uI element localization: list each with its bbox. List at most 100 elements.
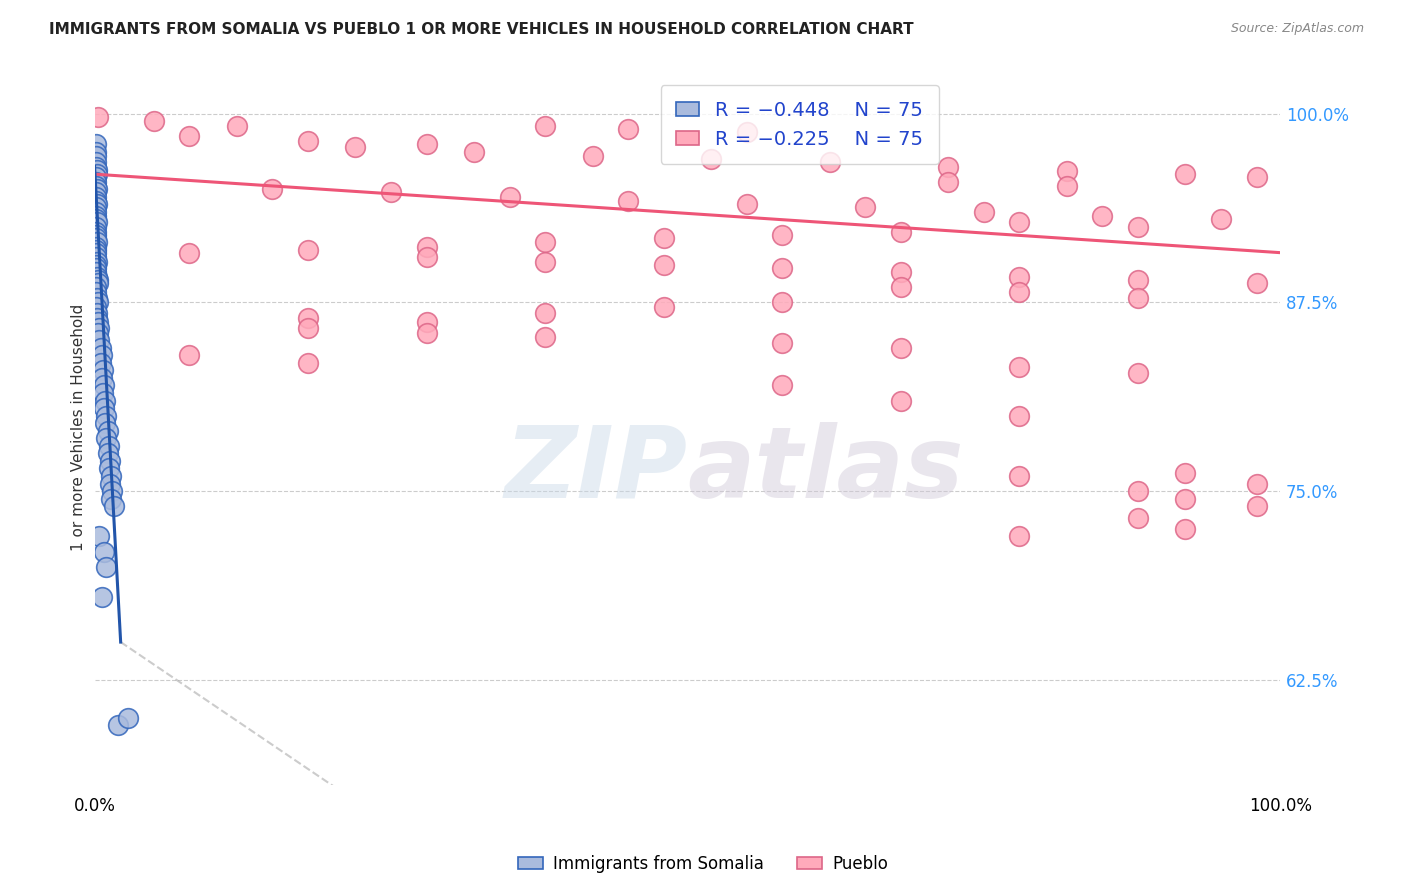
Point (84, 245, 107, 260)
Point (652, 300, 675, 314)
Point (86, 250, 108, 264)
Point (770, 336, 793, 351)
Point (936, 175, 959, 189)
Point (96, 431, 118, 445)
Point (463, 145, 485, 159)
Point (142, 114, 165, 128)
Point (84, 186, 107, 200)
Legend: Immigrants from Somalia, Pueblo: Immigrants from Somalia, Pueblo (512, 848, 894, 880)
Point (86, 235, 108, 249)
Point (89, 321, 111, 335)
Point (86, 273, 108, 287)
Point (1246, 276, 1268, 290)
Point (84, 258, 107, 272)
Legend: R = −0.448    N = 75, R = −0.225    N = 75: R = −0.448 N = 75, R = −0.225 N = 75 (661, 86, 939, 164)
Point (297, 243, 319, 257)
Point (87, 276, 110, 290)
Point (86, 265, 108, 279)
Point (617, 194, 640, 209)
Point (101, 484, 124, 499)
Point (936, 160, 959, 174)
Point (1209, 212, 1232, 227)
Point (1008, 529, 1031, 543)
Point (890, 280, 912, 294)
Point (1174, 466, 1197, 480)
Point (1056, 164, 1078, 178)
Point (498, 190, 520, 204)
Point (179, 348, 201, 362)
Point (415, 250, 437, 264)
Point (86, 215, 108, 229)
Point (415, 315, 437, 329)
Point (86, 167, 108, 181)
Point (1008, 469, 1031, 483)
Point (770, 378, 793, 392)
Text: atlas: atlas (688, 422, 965, 518)
Point (86, 306, 108, 320)
Point (89, 529, 111, 543)
Point (86, 162, 108, 177)
Point (86, 182, 108, 196)
Point (770, 295, 793, 310)
Point (700, 152, 723, 166)
Point (90, 371, 112, 385)
Point (534, 254, 557, 268)
Point (97, 446, 120, 460)
Point (96, 559, 118, 574)
Point (94, 416, 117, 430)
Point (1056, 179, 1078, 194)
Point (415, 326, 437, 340)
Point (818, 155, 841, 169)
Point (262, 182, 284, 196)
Point (98, 476, 121, 491)
Point (297, 356, 319, 370)
Text: Source: ZipAtlas.com: Source: ZipAtlas.com (1230, 22, 1364, 36)
Point (87, 110, 110, 124)
Point (1174, 167, 1197, 181)
Point (86, 212, 108, 227)
Point (86, 269, 108, 284)
Point (1126, 367, 1149, 381)
Point (1246, 170, 1268, 185)
Point (890, 265, 912, 279)
Point (297, 310, 319, 325)
Point (89, 333, 111, 347)
Point (534, 235, 557, 249)
Point (297, 134, 319, 148)
Point (1126, 291, 1149, 305)
Point (90, 348, 112, 362)
Point (91, 363, 114, 377)
Point (890, 393, 912, 408)
Point (97, 424, 120, 438)
Point (1126, 484, 1149, 499)
Point (380, 186, 402, 200)
Point (84, 205, 107, 219)
Point (84, 145, 107, 159)
Point (93, 401, 115, 416)
Point (853, 200, 876, 214)
Point (534, 330, 557, 344)
Point (1126, 273, 1149, 287)
Point (1126, 219, 1149, 234)
Point (1174, 522, 1197, 536)
Point (86, 254, 108, 268)
Point (652, 230, 675, 244)
Point (91, 386, 114, 401)
Point (89, 356, 111, 370)
Point (735, 125, 758, 139)
Point (97, 439, 120, 453)
Point (103, 500, 125, 514)
Point (117, 710, 139, 724)
Point (84, 210, 107, 224)
Point (581, 149, 603, 163)
Point (84, 260, 107, 275)
Point (415, 239, 437, 253)
Point (98, 454, 121, 468)
Point (344, 140, 367, 154)
Point (86, 197, 108, 211)
Point (84, 200, 107, 214)
Point (225, 119, 247, 133)
Point (534, 119, 557, 133)
Point (86, 291, 108, 305)
Text: ZIP: ZIP (505, 422, 688, 518)
